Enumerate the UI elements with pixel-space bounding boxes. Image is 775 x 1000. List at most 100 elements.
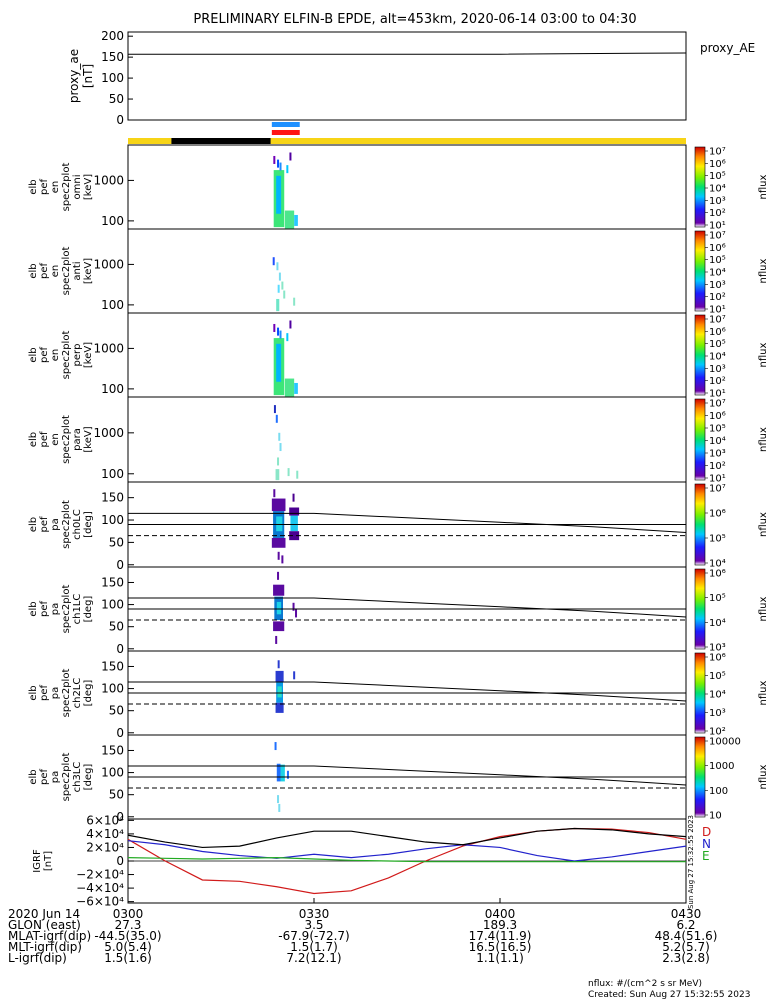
ylabel-pa_ch1-2: pa <box>50 603 61 615</box>
ytick-label-proxy_ae-4: 200 <box>101 29 124 43</box>
spectrogram-speck-en_anti-6 <box>277 284 280 293</box>
colorbar-label-en_omni-1: 10⁶ <box>709 159 726 170</box>
igrf-series-2 <box>127 857 686 863</box>
antiloss-cone-line-pa_ch2 <box>128 681 687 702</box>
ytick-label-en_perp-1: 100 <box>101 382 124 396</box>
axis-table: 2020 Jun 14 0300 0330 0400 0430 GLON (east) 27… <box>8 907 717 965</box>
ylabel-pa_ch0-2: pa <box>50 518 61 530</box>
ylabel-pa_ch2-3: spec2plot <box>61 669 72 718</box>
colorbar-label-en_anti-0: 10⁷ <box>709 231 726 242</box>
ytick-label-pa_ch2-3: 150 <box>101 659 124 673</box>
colorbar-title-en_omni: nflux <box>758 174 769 199</box>
ytick-label-proxy_ae-2: 100 <box>101 71 124 85</box>
pa-speck-pa_ch3-2 <box>278 803 281 812</box>
ylabel-pa_ch3-1: pef <box>39 769 50 786</box>
spectrogram-cell-en_omni-2 <box>284 210 295 229</box>
panel-frame-en_perp <box>127 312 687 398</box>
igrf-legend-2: E <box>702 849 710 863</box>
colorbar-en_anti <box>694 230 706 312</box>
spectrogram-speck-en_anti-0 <box>272 257 275 266</box>
ylabel-pa_ch0-5: [deg] <box>83 511 94 538</box>
pa-cell-pa_ch0-5 <box>289 531 300 541</box>
axis-table-cell-1-1: 3.5 <box>304 918 323 932</box>
pa-cell-pa_ch1-2 <box>273 621 285 632</box>
ylabel-pa_ch3-5: [deg] <box>83 764 94 791</box>
pa-speck-pa_ch3-3 <box>286 770 289 779</box>
ylabel-en_perp-2: en <box>50 349 61 362</box>
axis-table-cell-1-3: 6.2 <box>676 918 695 932</box>
colorbar-label-en_perp-3: 10⁴ <box>709 352 726 363</box>
ytick-label-pa_ch3-2: 100 <box>101 766 124 780</box>
ylabel-en_anti-2: en <box>50 265 61 278</box>
axis-table-cell-4-3: 2.3(2.8) <box>662 951 710 965</box>
axis-table-row-label-0: 2020 Jun 14 <box>8 907 80 921</box>
colorbar-pa_ch2 <box>694 652 706 734</box>
colorbar-label-pa_ch1-1: 10⁵ <box>709 593 726 604</box>
colorbar-pa_ch0 <box>694 483 706 566</box>
units-note: nflux: #/(cm^2 s sr MeV) <box>588 979 702 989</box>
ylabel-en_omni-0: elb <box>28 179 39 194</box>
axis-table-cell-3-2: 16.5(16.5) <box>469 940 532 954</box>
pa-cell-pa_ch0-6 <box>289 507 300 516</box>
axis-table-row-label-4: L-igrf(dip) <box>8 951 67 965</box>
ylabel-en_anti-5: [keV] <box>83 258 94 284</box>
pa-speck-pa_ch1-0 <box>277 571 280 580</box>
colorbar-title-en_para: nflux <box>758 427 769 452</box>
colorbar-label-en_para-6: 10¹ <box>709 474 726 485</box>
pa-cell-pa_ch0-3 <box>271 537 286 548</box>
colorbar-label-en_perp-1: 10⁶ <box>709 327 726 338</box>
spectrogram-cell-en_omni-3 <box>294 214 298 226</box>
colorbar-label-pa_ch0-0: 10⁷ <box>709 484 726 495</box>
spectrogram-speck-en_perp-4 <box>289 320 292 329</box>
axis-table-row-label-1: GLON (east) <box>8 918 81 932</box>
ylabel-pa_ch0-0: elb <box>28 517 39 532</box>
ylabel-en_para-5: [keV] <box>83 426 94 452</box>
spectrogram-cell-en_anti-0 <box>276 298 280 312</box>
data-marks <box>127 52 706 895</box>
spectrogram-speck-en_omni-2 <box>279 162 282 171</box>
colorbar-label-en_perp-4: 10³ <box>709 364 726 375</box>
ytick-label-en_para-0: 1000 <box>93 426 124 440</box>
pa-speck-pa_ch3-0 <box>274 742 277 751</box>
ylabel-pa_ch2-5: [deg] <box>83 680 94 707</box>
ylabel-en_para-2: en <box>50 433 61 446</box>
colorbar-label-pa_ch3-3: 10 <box>709 811 722 822</box>
colorbar-label-pa_ch3-0: 10000 <box>709 737 741 748</box>
antiloss-cone-line-pa_ch0 <box>128 512 687 534</box>
ytick-label-proxy_ae-0: 0 <box>116 113 124 127</box>
colorbar-pa_ch3 <box>694 736 706 818</box>
ylabel-pa_ch2-1: pef <box>39 685 50 702</box>
ylabel-pa_ch1-3: spec2plot <box>61 585 72 634</box>
ytick-label-pa_ch2-2: 100 <box>101 682 124 696</box>
axis-table-cell-1-0: 27.3 <box>115 918 142 932</box>
spectrogram-speck-en_anti-4 <box>283 290 286 299</box>
spectrogram-speck-en_anti-5 <box>293 297 296 306</box>
ylabel-en_perp-3: spec2plot <box>61 331 72 380</box>
ylabel-proxy_ae-0: proxy_ae <box>67 49 81 103</box>
spectrogram-speck-en_anti-1 <box>276 262 279 271</box>
sunlight-bar-1 <box>270 138 686 144</box>
ylabel-pa_ch1-0: elb <box>28 601 39 616</box>
axis-table-cell-0-2: 0400 <box>485 907 516 921</box>
ytick-label-igrf-5: −4×10⁴ <box>76 881 124 895</box>
ytick-label-pa_ch2-1: 50 <box>109 704 124 718</box>
ytick-label-pa_ch1-3: 150 <box>101 575 124 589</box>
colorbar-label-pa_ch2-4: 10² <box>709 727 726 738</box>
ytick-label-pa_ch0-3: 150 <box>101 491 124 505</box>
pa-cell-pa_ch0-2 <box>290 515 298 532</box>
spectrogram-speck-en_para-6 <box>296 470 299 479</box>
pa-cell-pa_ch3-1 <box>280 764 285 782</box>
ylabel-pa_ch2-2: pa <box>50 687 61 699</box>
colorbar-label-en_omni-0: 10⁷ <box>709 147 726 158</box>
ylabel-en_omni-3: spec2plot <box>61 163 72 212</box>
ytick-label-pa_ch0-1: 50 <box>109 535 124 549</box>
axis-table-cell-3-3: 5.2(5.7) <box>662 940 710 954</box>
colorbar-label-en_omni-2: 10⁵ <box>709 171 726 182</box>
colorbar-label-en_anti-1: 10⁶ <box>709 243 726 254</box>
proxy-ae-line <box>128 52 687 55</box>
ylabel-igrf-1: [nT] <box>43 851 54 871</box>
spectrogram-speck-en_para-2 <box>278 432 281 441</box>
pa-cell-pa_ch0-4 <box>271 498 286 512</box>
axis-table-cell-3-1: 1.5(1.7) <box>290 940 338 954</box>
colorbar-label-en_omni-5: 10² <box>709 208 726 219</box>
